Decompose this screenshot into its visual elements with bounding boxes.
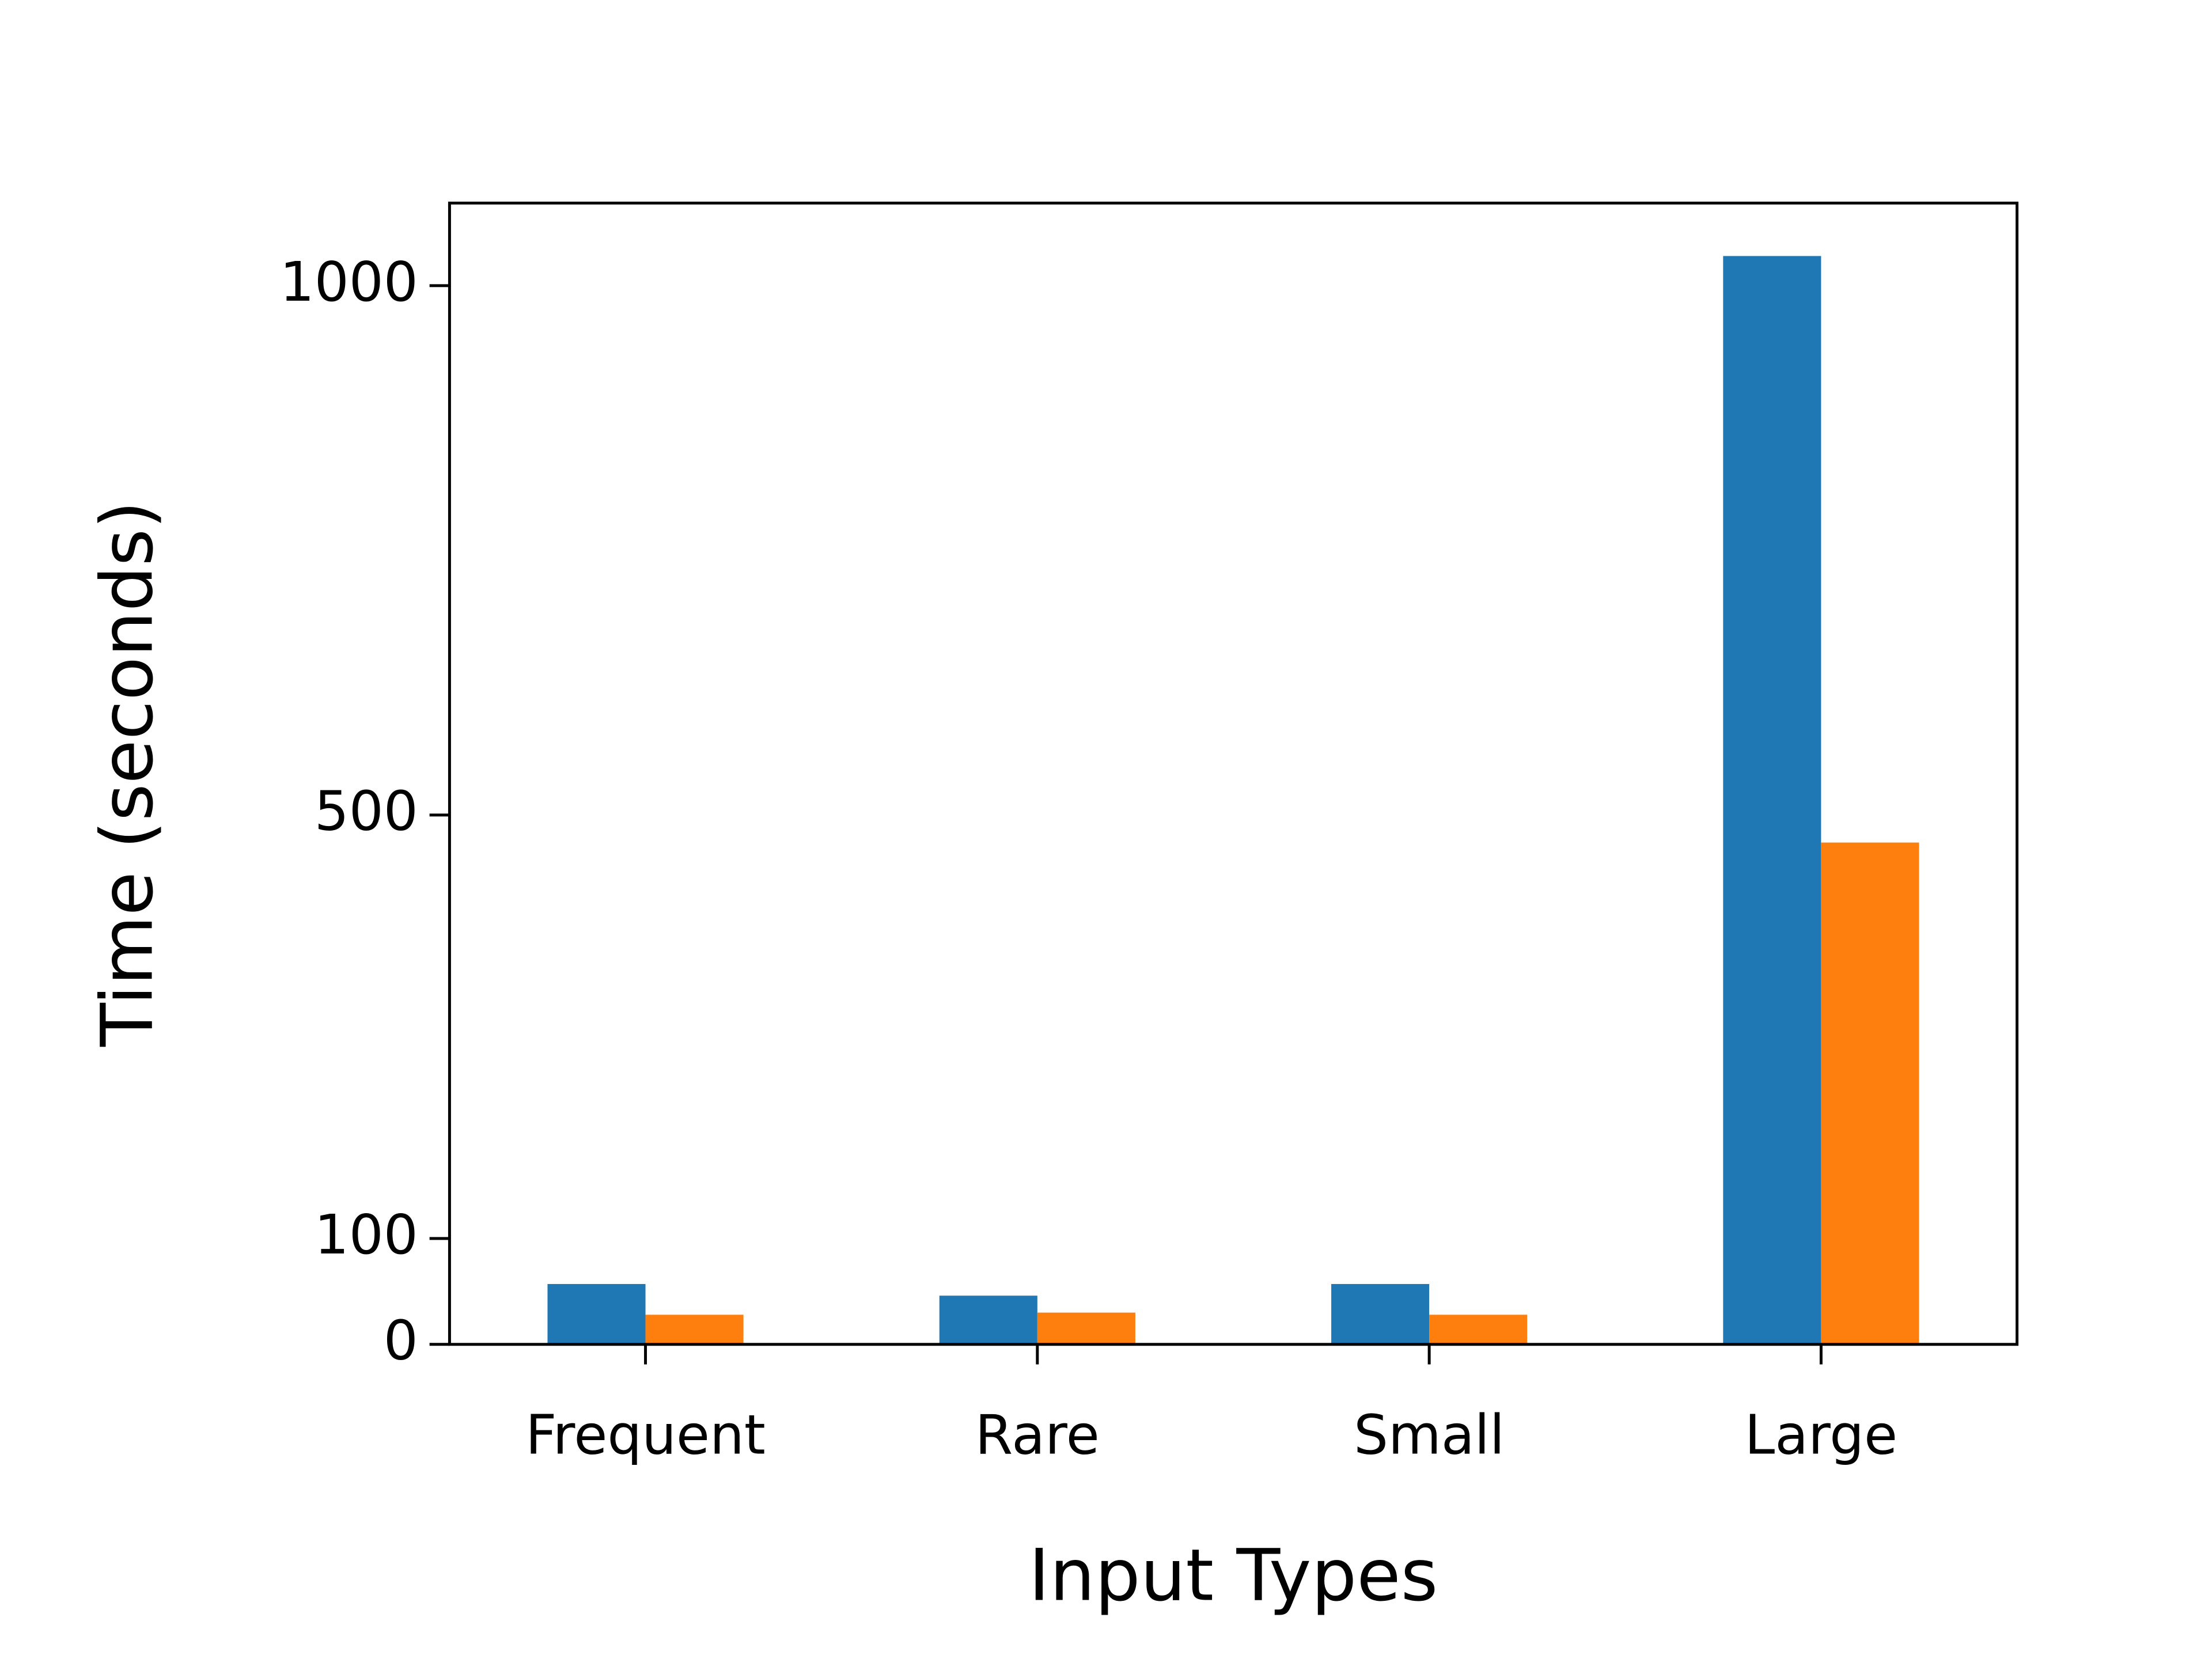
y-axis-label: Time (seconds) [86,501,169,1047]
y-tick-label: 500 [315,780,418,843]
x-tick-label: Rare [975,1404,1100,1467]
x-tick-label: Frequent [525,1404,766,1467]
bar [547,1284,646,1344]
bar [1821,842,1919,1344]
y-tick-label: 1000 [280,251,418,314]
y-tick-label: 100 [315,1203,418,1267]
bar [1429,1315,1528,1344]
bar [1037,1312,1135,1344]
x-tick-label: Small [1354,1404,1505,1467]
bar [1331,1284,1430,1344]
y-tick-label: 0 [384,1309,418,1373]
plot-frame [448,202,2019,1346]
x-tick-label: Large [1745,1404,1897,1467]
bar [1723,256,1821,1344]
bar [645,1315,744,1344]
x-axis-label: Input Types [1029,1535,1438,1618]
bar [939,1296,1037,1344]
